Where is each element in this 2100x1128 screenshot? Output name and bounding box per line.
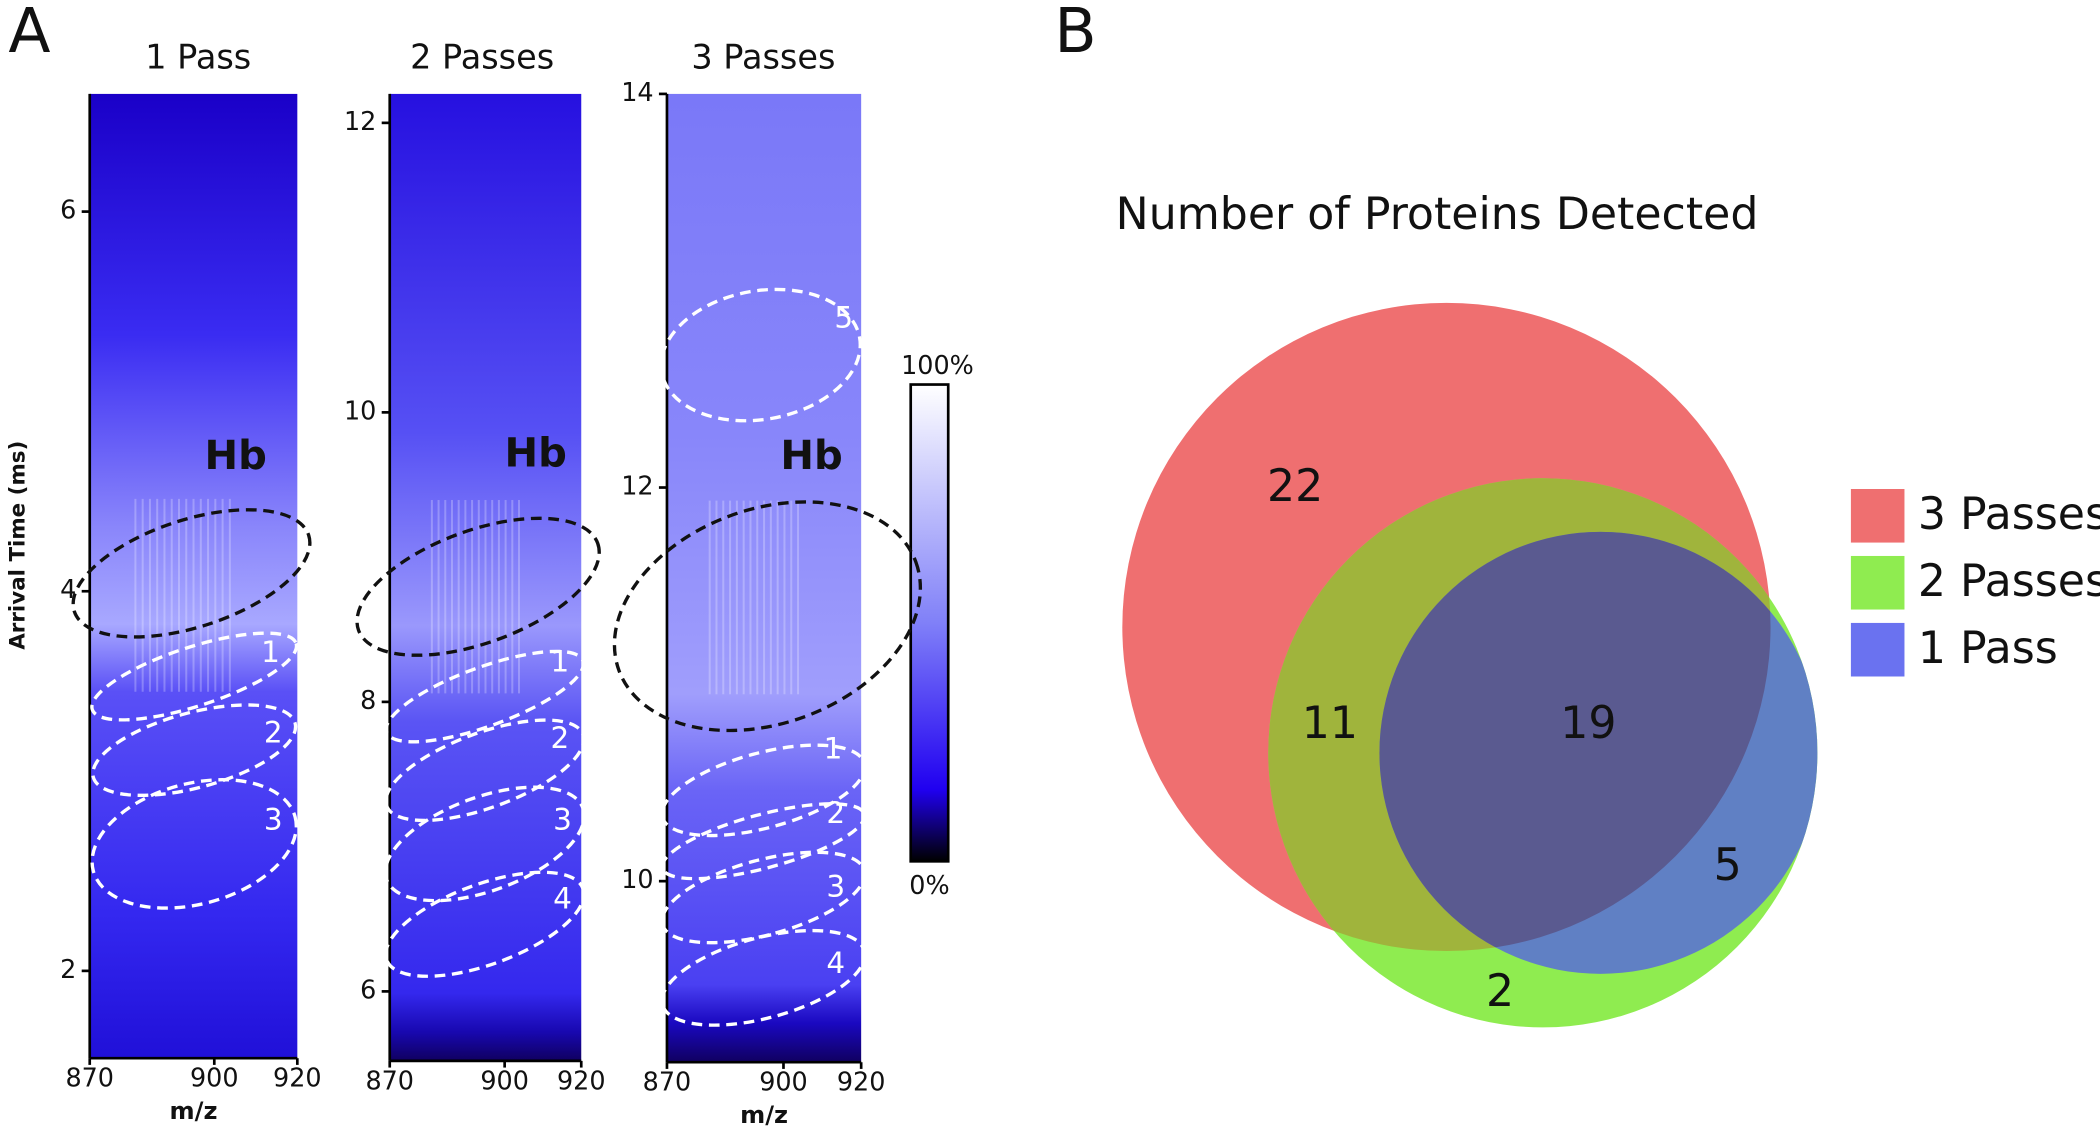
- annotation: 3: [826, 870, 845, 904]
- annotation: Hb: [205, 433, 267, 479]
- annotation: 3: [553, 803, 572, 837]
- region-outline: [91, 703, 298, 798]
- colorbar: [909, 383, 950, 863]
- y-tick-label: 10: [344, 395, 376, 425]
- legend-swatch: [1850, 489, 1905, 543]
- annotation: 2: [826, 796, 845, 830]
- chart-title: Number of Proteins Detected: [1116, 189, 1759, 240]
- legend-label: 3 Passes: [1918, 489, 2100, 540]
- legend-swatch: [1850, 622, 1905, 677]
- colorbar-min: 0%: [909, 870, 949, 900]
- annotation: Hb: [780, 433, 842, 479]
- annotation: 1: [824, 732, 843, 766]
- y-tick-label: 12: [344, 106, 376, 136]
- x-tick-label: 920: [273, 1063, 322, 1093]
- y-tick-label: 12: [621, 471, 653, 501]
- x-tick-label: 900: [190, 1063, 239, 1093]
- annotation: 3: [264, 803, 283, 837]
- legend-label: 2 Passes: [1918, 556, 2100, 607]
- legend-swatch: [1850, 555, 1905, 610]
- x-axis-label: m/z: [170, 1097, 218, 1125]
- panel-label: B: [1054, 0, 1096, 67]
- region-outline: [90, 631, 299, 722]
- colorbar-max: 100%: [901, 350, 974, 380]
- region-outline: [660, 928, 867, 1027]
- x-tick-label: 900: [480, 1065, 529, 1095]
- region-outline: [71, 508, 312, 639]
- x-tick-label: 920: [557, 1065, 606, 1095]
- annotation: 1: [550, 645, 569, 679]
- x-axis-label: m/z: [740, 1101, 788, 1128]
- x-tick-label: 870: [365, 1065, 414, 1095]
- region-outline: [660, 743, 867, 838]
- region-outline: [660, 802, 867, 881]
- region-count: 19: [1560, 698, 1616, 749]
- heatmap: [89, 93, 298, 1059]
- region-outline: [612, 500, 923, 733]
- annotation: 4: [553, 882, 572, 916]
- y-tick-label: 6: [60, 195, 76, 225]
- panel-title: 1 Pass: [145, 38, 251, 77]
- region-outline: [384, 649, 586, 744]
- y-tick-label: 10: [621, 864, 653, 894]
- region-outline: [355, 516, 601, 657]
- annotation: 1: [261, 635, 280, 669]
- x-tick-label: 870: [643, 1067, 692, 1097]
- region-count: 22: [1267, 461, 1323, 512]
- region-count: 2: [1486, 966, 1514, 1017]
- x-tick-label: 870: [65, 1063, 114, 1093]
- annotation: 2: [264, 716, 283, 750]
- y-tick-label: 14: [621, 77, 653, 107]
- heatmap: [666, 93, 862, 1063]
- region-outline: [90, 778, 298, 910]
- panel-title: 3 Passes: [691, 38, 835, 77]
- x-tick-label: 920: [837, 1067, 886, 1097]
- annotation: 2: [550, 721, 569, 755]
- region-count: 5: [1714, 840, 1742, 891]
- y-axis-label: Arrival Time (ms): [6, 441, 31, 650]
- panel-label: A: [8, 0, 50, 67]
- region-outline: [659, 287, 862, 423]
- annotation: Hb: [505, 431, 567, 477]
- region-outline: [383, 785, 586, 903]
- legend-label: 1 Pass: [1918, 623, 2058, 674]
- region-count: 11: [1302, 698, 1358, 749]
- y-tick-label: 4: [60, 574, 76, 604]
- y-tick-label: 2: [60, 954, 76, 984]
- x-tick-label: 900: [759, 1067, 808, 1097]
- heatmap: [389, 93, 582, 1061]
- region-outline: [660, 850, 867, 945]
- annotation: 5: [834, 300, 853, 334]
- y-tick-label: 6: [360, 974, 376, 1004]
- y-tick-label: 8: [360, 685, 376, 715]
- annotation: 4: [826, 946, 845, 980]
- panel-title: 2 Passes: [410, 38, 554, 77]
- region-outline: [384, 870, 586, 978]
- region-outline: [384, 718, 586, 823]
